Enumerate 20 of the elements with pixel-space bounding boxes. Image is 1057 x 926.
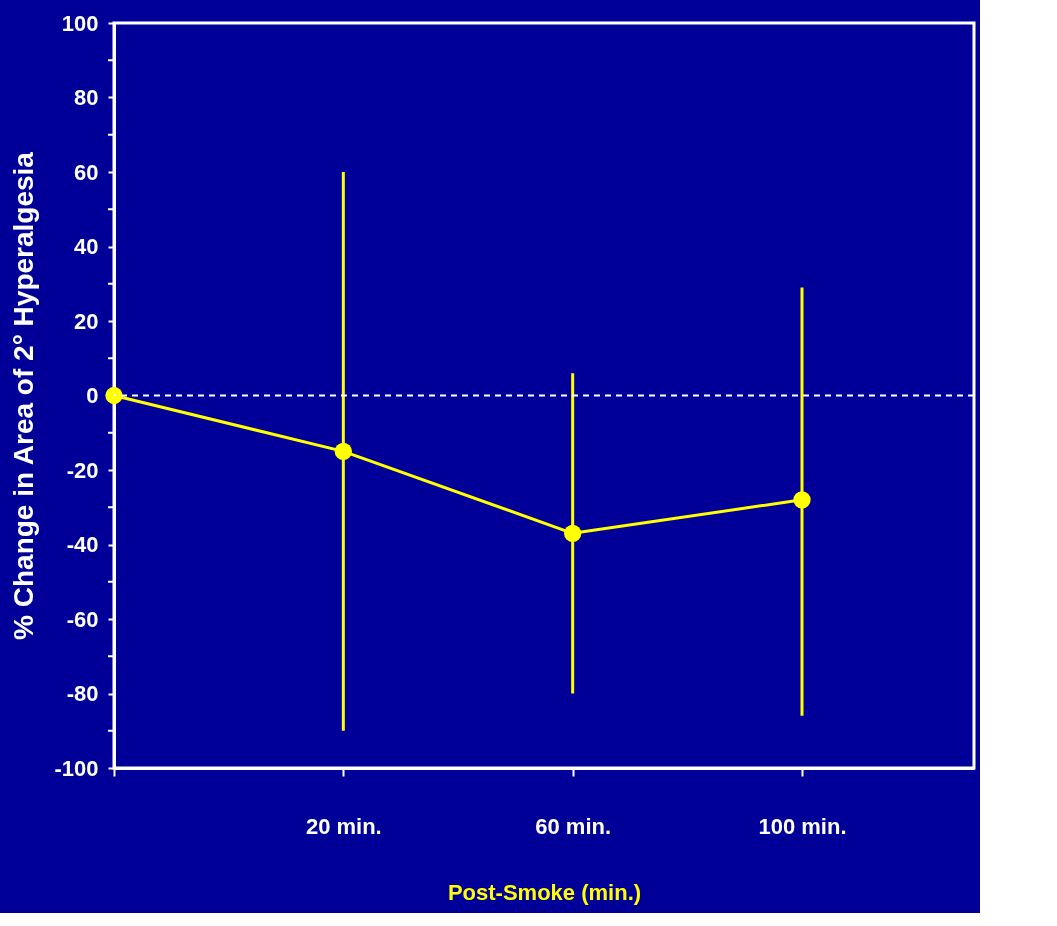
y-tick-label: 20: [74, 308, 99, 334]
y-axis-title: % Change in Area of 2° Hyperalgesia: [8, 151, 40, 640]
point: [334, 442, 352, 461]
y-tick-label: -100: [54, 755, 99, 781]
x-tick-label: 20 min.: [305, 813, 382, 839]
point: [105, 386, 123, 405]
y-tick-label: 80: [74, 85, 99, 110]
y-tick-label: -40: [66, 532, 99, 557]
x-tick-label: 60 min.: [535, 813, 612, 839]
y-tick-label: -20: [66, 457, 99, 483]
point: [793, 491, 811, 509]
x-axis-title: Post-Smoke (min.): [447, 879, 642, 905]
y-tick-label: 60: [74, 159, 99, 185]
x-tick-label: 100 min.: [758, 813, 847, 839]
y-tick-label: 40: [74, 234, 99, 259]
y-tick-label: -80: [66, 681, 99, 706]
y-tick-label: 100: [61, 10, 99, 36]
y-tick-label: 0: [86, 383, 99, 408]
y-tick-label: -60: [66, 606, 99, 632]
point: [564, 524, 582, 542]
